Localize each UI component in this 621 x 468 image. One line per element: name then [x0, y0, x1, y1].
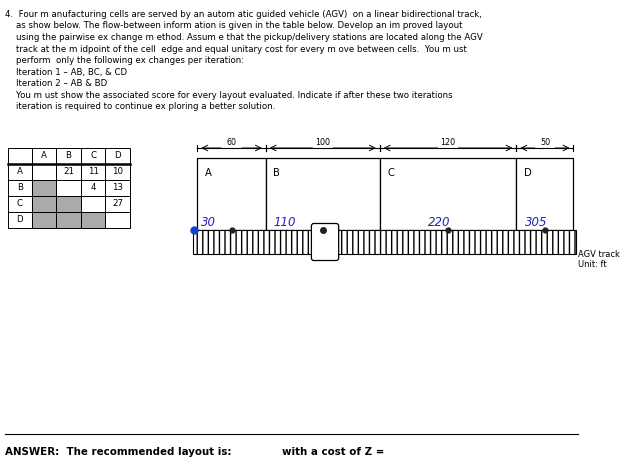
Text: 11: 11	[88, 168, 99, 176]
Bar	[81, 196, 106, 212]
Text: 4.  Four m anufacturing cells are served by an autom atic guided vehicle (AGV)  : 4. Four m anufacturing cells are served …	[5, 10, 481, 19]
Text: 110: 110	[273, 216, 296, 229]
Bar	[57, 196, 81, 212]
Text: A: A	[205, 168, 212, 178]
Bar	[81, 212, 106, 228]
Text: You m ust show the associated score for every layout evaluated. Indicate if afte: You m ust show the associated score for …	[5, 90, 452, 100]
Text: 220: 220	[428, 216, 450, 229]
Bar	[81, 180, 106, 196]
Text: 13: 13	[112, 183, 123, 192]
Text: 10: 10	[112, 168, 123, 176]
Text: D: D	[16, 215, 23, 225]
Text: A: A	[17, 168, 23, 176]
Bar	[57, 180, 81, 196]
Text: C: C	[90, 152, 96, 161]
Bar	[106, 180, 130, 196]
Text: 100: 100	[315, 138, 330, 147]
Bar	[7, 196, 32, 212]
Bar	[379, 158, 517, 230]
Text: 4: 4	[90, 183, 96, 192]
Text: Iteration 2 – AB & BD: Iteration 2 – AB & BD	[5, 79, 107, 88]
Text: 50: 50	[540, 138, 550, 147]
Text: A: A	[41, 152, 47, 161]
Text: B: B	[66, 152, 71, 161]
Text: 30: 30	[201, 216, 216, 229]
Text: track at the m idpoint of the cell  edge and equal unitary cost for every m ove : track at the m idpoint of the cell edge …	[5, 44, 466, 53]
Text: C: C	[17, 199, 23, 209]
Bar	[266, 158, 379, 230]
Text: iteration is required to continue ex ploring a better solution.: iteration is required to continue ex plo…	[5, 102, 275, 111]
Bar	[517, 158, 573, 230]
Bar	[32, 164, 57, 180]
Text: perform  only the following ex changes per iteration:: perform only the following ex changes pe…	[5, 56, 244, 65]
Bar	[197, 158, 266, 230]
Text: with a cost of Z =: with a cost of Z =	[282, 447, 384, 457]
Text: C: C	[388, 168, 394, 178]
Bar	[32, 212, 57, 228]
Text: B: B	[273, 168, 280, 178]
Text: D: D	[114, 152, 121, 161]
Bar	[81, 164, 106, 180]
Bar	[106, 164, 130, 180]
Text: ANSWER:  The recommended layout is:: ANSWER: The recommended layout is:	[5, 447, 231, 457]
Bar	[106, 148, 130, 164]
Bar	[57, 212, 81, 228]
Text: as show below. The flow-between inform ation is given in the table below. Develo: as show below. The flow-between inform a…	[5, 22, 462, 30]
Text: using the pairwise ex change m ethod. Assum e that the pickup/delivery stations : using the pairwise ex change m ethod. As…	[5, 33, 483, 42]
Bar	[337, 230, 576, 254]
Text: 305: 305	[525, 216, 548, 229]
Text: Iteration 1 – AB, BC, & CD: Iteration 1 – AB, BC, & CD	[5, 67, 127, 76]
Text: 120: 120	[440, 138, 456, 147]
Bar	[106, 212, 130, 228]
FancyBboxPatch shape	[311, 224, 338, 261]
Bar	[57, 164, 81, 180]
Bar	[7, 180, 32, 196]
Text: 21: 21	[63, 168, 74, 176]
Bar	[32, 196, 57, 212]
Bar	[193, 230, 314, 254]
Bar	[106, 196, 130, 212]
Bar	[32, 148, 57, 164]
Bar	[57, 148, 81, 164]
Bar	[32, 180, 57, 196]
Text: D: D	[524, 168, 532, 178]
Bar	[81, 148, 106, 164]
Text: AGV track
Unit: ft: AGV track Unit: ft	[578, 250, 620, 270]
Text: 27: 27	[112, 199, 123, 209]
Text: 60: 60	[227, 138, 237, 147]
Bar	[7, 212, 32, 228]
Bar	[7, 164, 32, 180]
Bar	[7, 148, 32, 164]
Text: B: B	[17, 183, 23, 192]
